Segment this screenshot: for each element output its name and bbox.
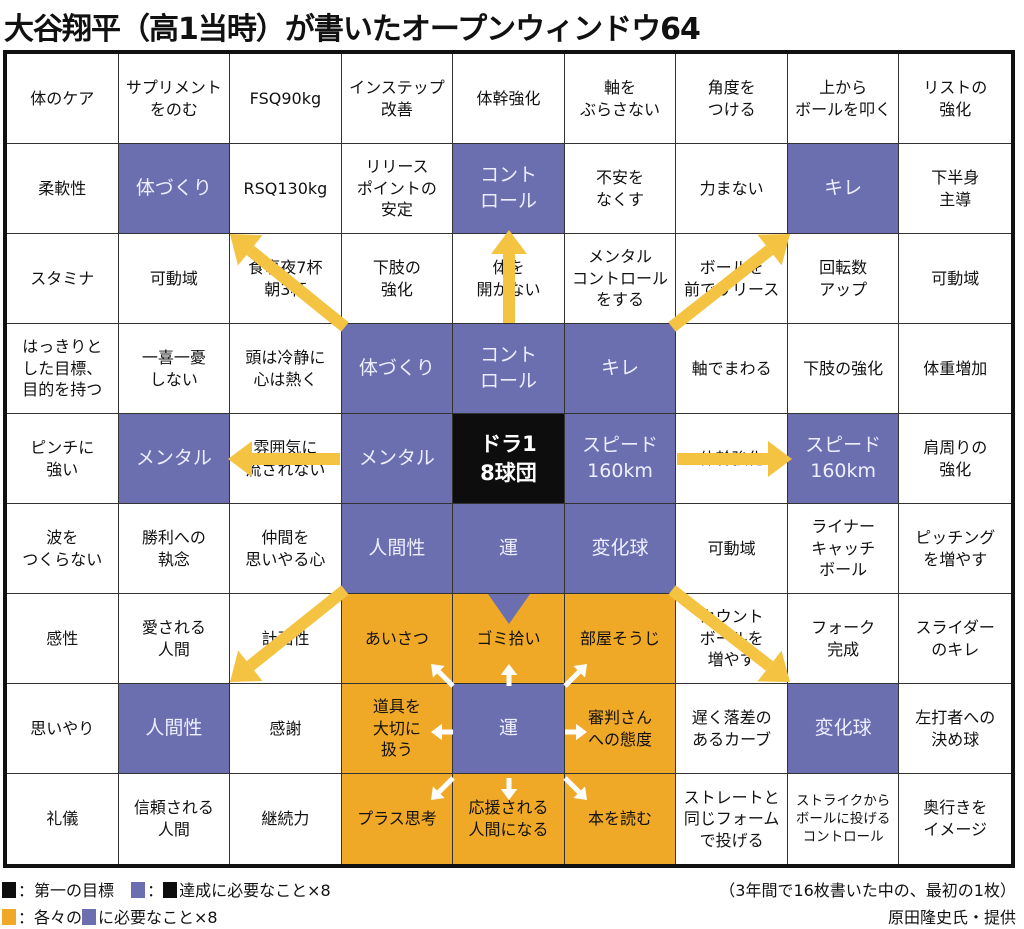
mandala-chart-grid: 体のケア サプリメント をのむ FSQ90kg インステップ 改善 体幹強化 軸を ぶらさ…: [3, 50, 1015, 868]
grid-cell: 計画性: [230, 594, 342, 684]
sub-goal-cell: 変化球: [564, 504, 677, 594]
grid-cell: サプリメント をのむ: [118, 54, 231, 144]
grid-cell: 審判さん への態度: [564, 684, 677, 774]
grid-cell: 礼儀: [7, 774, 119, 864]
grid-cell: 角度を つける: [676, 54, 788, 144]
grid-cell: 柔軟性: [7, 144, 119, 234]
grid-cell: 軸を ぶらさない: [564, 54, 677, 144]
grid-cell: リストの 強化: [899, 54, 1011, 144]
grid-cell: 勝利への 執念: [118, 504, 231, 594]
sub-goal-cell: メンタル: [118, 414, 231, 504]
grid-cell: 肩周りの 強化: [899, 414, 1011, 504]
grid-cell: 下肢の 強化: [341, 234, 454, 324]
legend-text: ：各々の: [18, 908, 83, 927]
grid-cell: メンタル コントロール をする: [564, 234, 677, 324]
black-square-icon: [2, 882, 16, 898]
legend-line-1: ：第一の目標 ： 達成に必要なこと×8: [2, 877, 331, 901]
grid-cell: スタミナ: [7, 234, 119, 324]
grid-cell: 可動域: [899, 234, 1011, 324]
grid-cell: 遅く落差の あるカーブ: [676, 684, 788, 774]
grid-cell: 波を つくらない: [7, 504, 119, 594]
grid-cell: スライダー のキレ: [899, 594, 1011, 684]
grid-cell: 思いやり: [7, 684, 119, 774]
grid-cell: 体幹強化: [453, 54, 565, 144]
grid-cell: 継続力: [230, 774, 342, 864]
grid-cell: プラス思考: [341, 774, 454, 864]
grid-cell: 可動域: [676, 504, 788, 594]
sub-goal-cell: メンタル: [341, 414, 454, 504]
grid-cell: 仲間を 思いやる心: [230, 504, 342, 594]
main-goal-cell: ドラ1 8球団: [453, 414, 565, 504]
legend-text: 達成に必要なこと×8: [179, 881, 331, 900]
credit: 原田隆史氏・提供: [887, 908, 1016, 927]
grid-cell: 感謝: [230, 684, 342, 774]
grid-cell: FSQ90kg: [230, 54, 342, 144]
sub-goal-cell: 変化球: [787, 684, 900, 774]
grid-cell: 雰囲気に 流されない: [230, 414, 342, 504]
grid-cell: 奥行きを イメージ: [923, 798, 988, 839]
grid-cell: 部屋そうじ: [564, 594, 677, 684]
sub-goal-cell: スピード 160km: [564, 414, 677, 504]
grid-cell: 下半身 主導: [899, 144, 1011, 234]
sub-goal-cell: 運: [453, 504, 565, 594]
sub-goal-cell: キレ: [787, 144, 900, 234]
grid-cell: 不安を なくす: [564, 144, 677, 234]
grid-cell: 軸でまわる: [676, 324, 788, 414]
legend-line-2: ：各々の に必要なこと×8: [2, 904, 218, 928]
grid-cell: あいさつ: [341, 594, 454, 684]
grid-cell: カウント ボールを 増やす: [676, 594, 788, 684]
grid-cell: 回転数 アップ: [787, 234, 900, 324]
grid-cell: 一喜一憂 しない: [118, 324, 231, 414]
legend-text: ：: [147, 881, 164, 900]
sub-goal-cell: スピード 160km: [787, 414, 900, 504]
grid-cell: 道具を 大切に 扱う: [341, 684, 454, 774]
grid-cell: ピッチング を増やす: [899, 504, 1011, 594]
legend-text: に必要なこと×8: [98, 908, 218, 927]
grid-cell: 感性: [7, 594, 119, 684]
sub-goal-cell: 人間性: [118, 684, 231, 774]
grid-cell: 下肢の強化: [787, 324, 900, 414]
grid-cell: 応援される 人間になる: [453, 774, 565, 864]
grid-cell: 愛される 人間: [118, 594, 231, 684]
grid-cell: 頭は冷静に 心は熱く: [230, 324, 342, 414]
grid-cell: インステップ 改善: [341, 54, 454, 144]
orange-square-icon: [2, 909, 16, 925]
grid-cell: ボールを 前でリリース: [676, 234, 788, 324]
blue-square-icon: [82, 909, 97, 925]
grid-cell: 信頼される 人間: [119, 774, 231, 864]
grid-cell: 体のケア: [7, 54, 119, 144]
grid-cell: 上から ボールを叩く: [787, 54, 900, 144]
sub-goal-cell: 体づくり: [341, 324, 454, 414]
grid-cell: フォーク 完成: [787, 594, 900, 684]
grid-cell: 力まない: [676, 144, 788, 234]
grid-cell: 可動域: [118, 234, 231, 324]
sub-goal-cell: 運: [453, 684, 565, 774]
grid-cell: 食事夜7杯 朝3杯: [230, 234, 342, 324]
grid-cell: RSQ130kg: [230, 144, 342, 234]
grid-cell: ピンチに 強い: [7, 414, 119, 504]
grid-cell: 体を 開かない: [453, 234, 565, 324]
sub-goal-cell: キレ: [564, 324, 677, 414]
page-title: 大谷翔平（高1当時）が書いたオープンウィンドウ64: [4, 12, 701, 47]
grid-cell: 体重増加: [899, 324, 1011, 414]
black-square-icon: [163, 882, 178, 898]
grid-cell: 本を読む: [564, 774, 677, 864]
grid-cell: はっきりと した目標、 目的を持つ: [7, 324, 119, 414]
grid-cell: 体幹強化: [676, 414, 788, 504]
grid-cell: 左打者への 決め球: [899, 684, 1011, 774]
sub-goal-cell: 人間性: [341, 504, 454, 594]
grid-cell: リリース ポイントの 安定: [341, 144, 454, 234]
legend-text: ：第一の目標: [18, 881, 115, 900]
sub-goal-cell: コント ロール: [453, 144, 565, 234]
grid-cell: ストライクから ボールに投げる コントロール: [788, 774, 900, 864]
sub-goal-cell: コント ロール: [453, 324, 565, 414]
grid-cell: ゴミ拾い: [453, 594, 565, 684]
sub-goal-cell: 体づくり: [118, 144, 231, 234]
grid-cell: ライナー キャッチ ボール: [787, 504, 900, 594]
blue-square-icon: [131, 882, 146, 898]
note: （3年間で16枚書いた中の、最初の1枚）: [719, 881, 1016, 900]
grid-cell: ストレートと 同じフォーム で投げる: [676, 774, 788, 864]
